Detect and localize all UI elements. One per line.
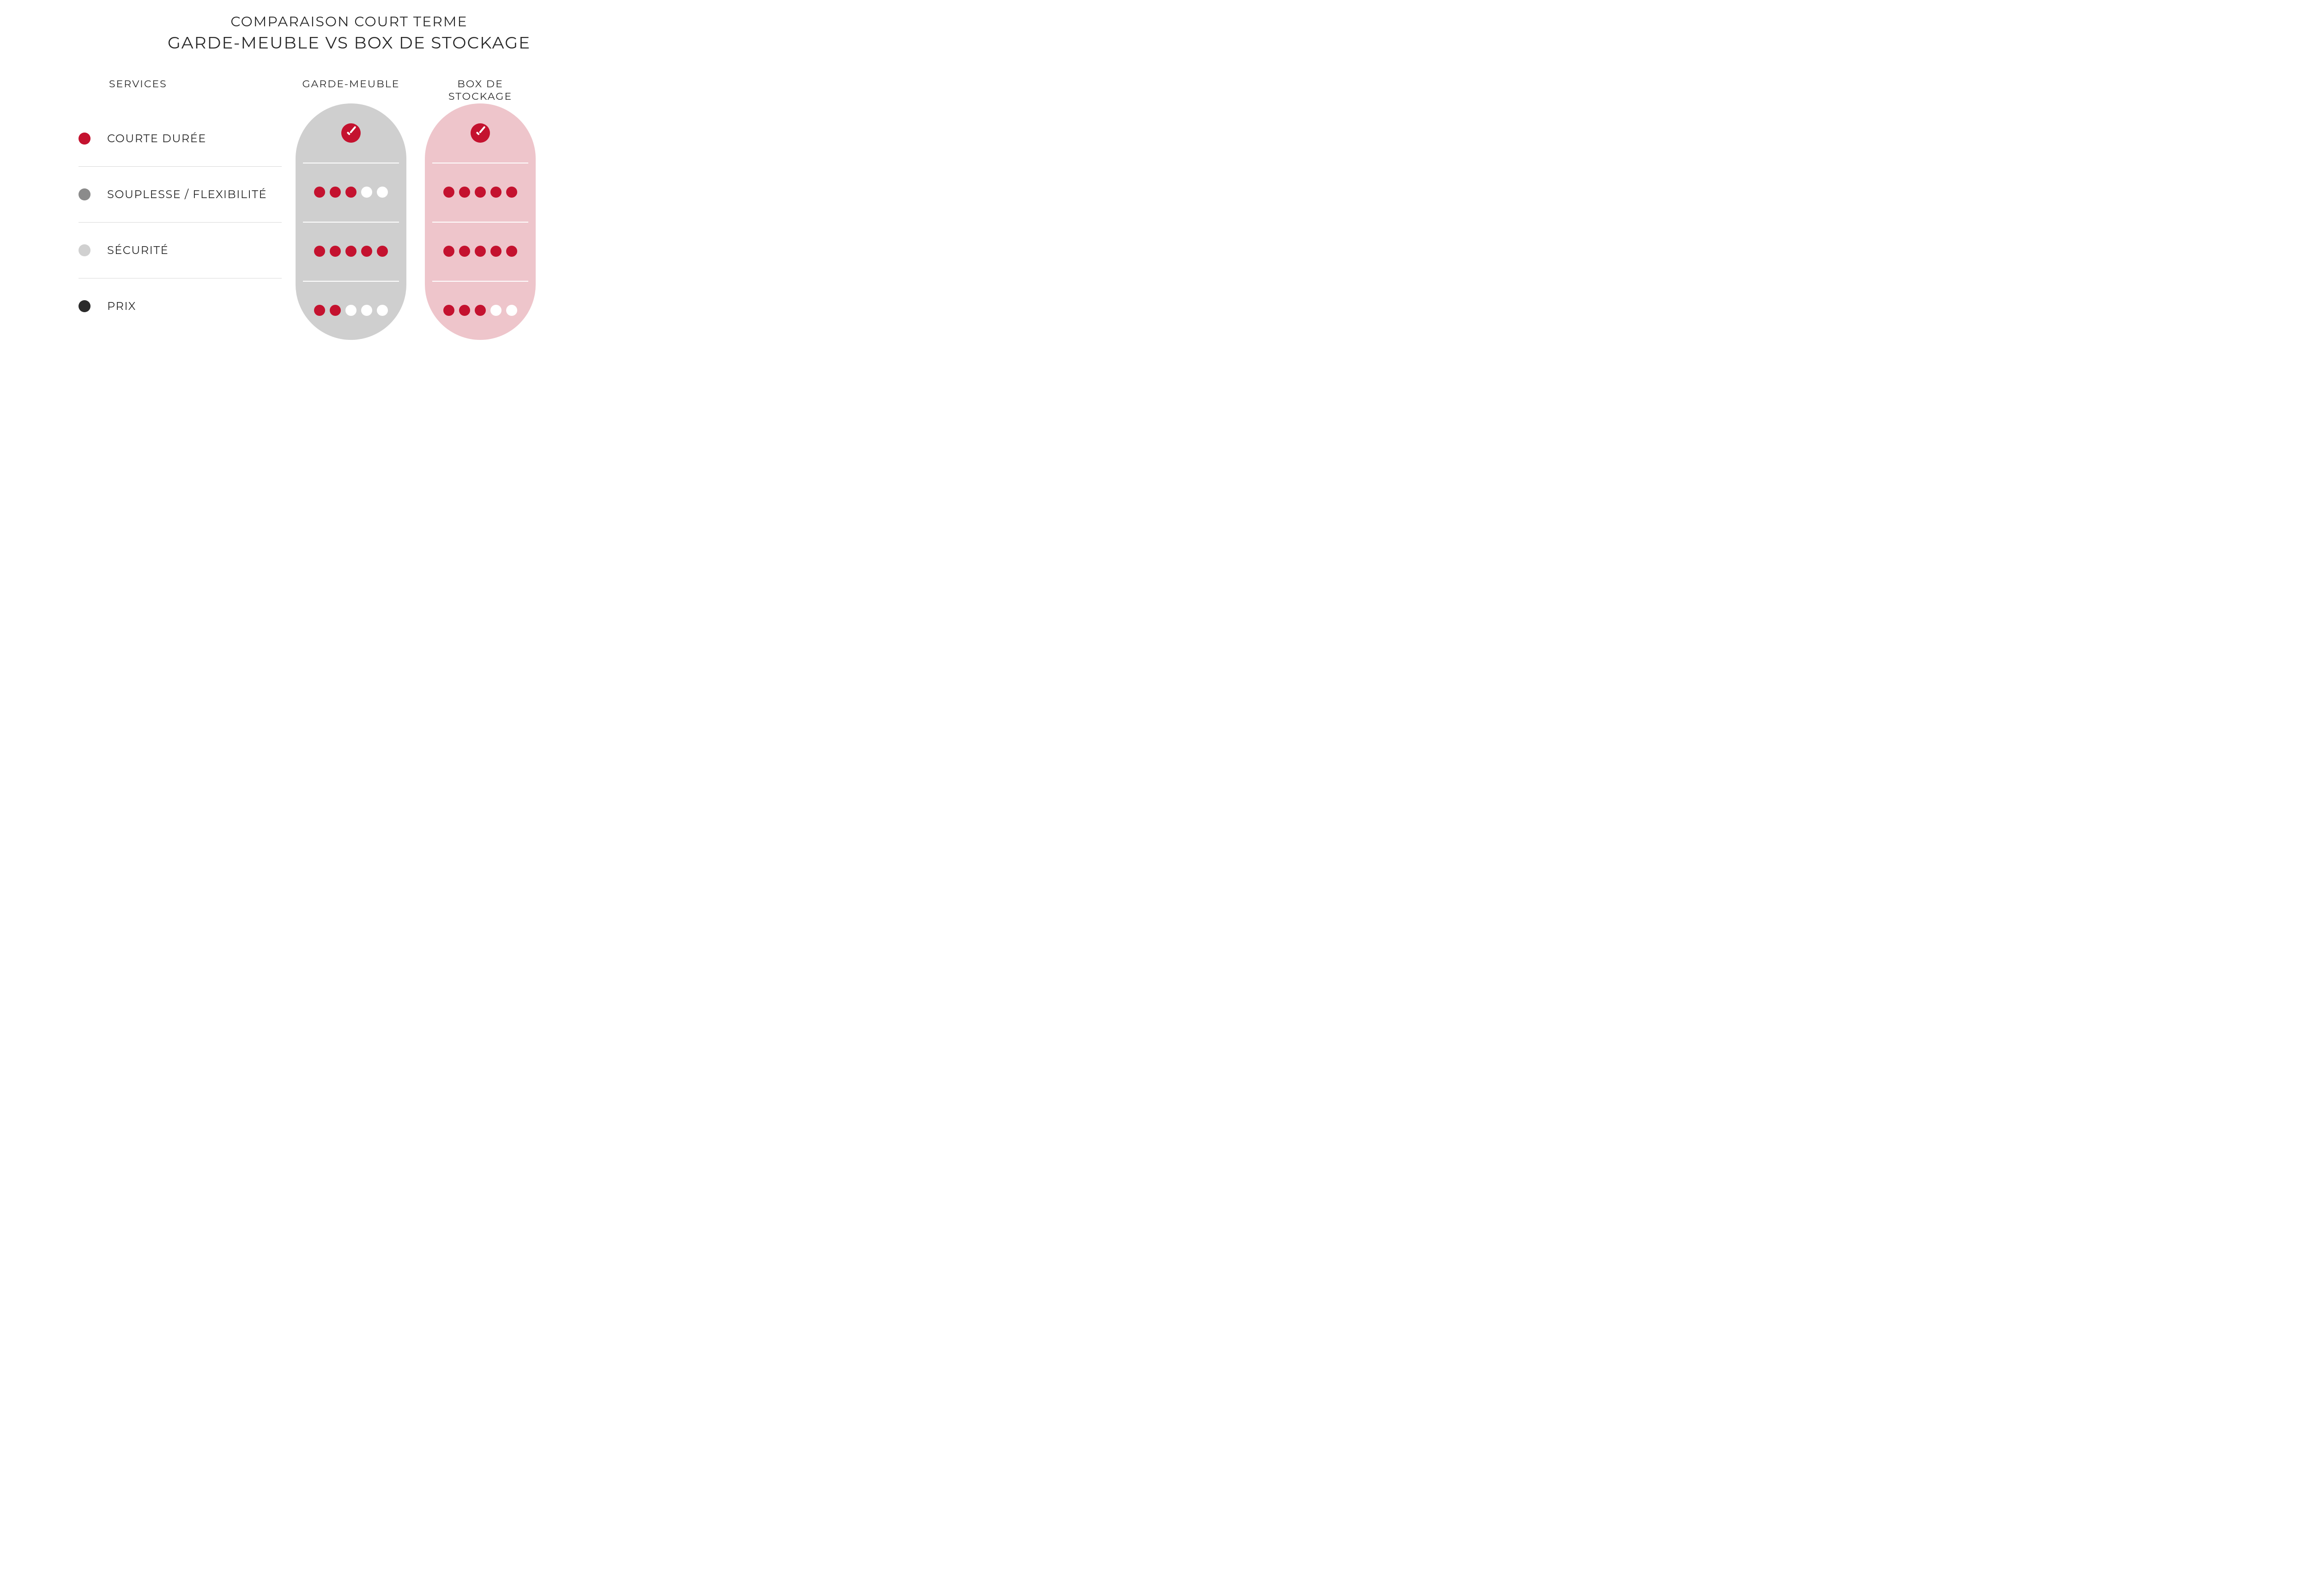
dot-empty-icon (361, 187, 372, 198)
pill-cell (425, 163, 536, 222)
col-header-box-stockage: BOX DE STOCKAGE (425, 78, 536, 103)
rating-dots (314, 187, 388, 198)
dot-filled-icon (345, 187, 357, 198)
dot-filled-icon (314, 305, 325, 316)
col-header-garde-meuble: GARDE-MEUBLE (296, 78, 406, 90)
bullet-icon (79, 244, 91, 256)
dot-filled-icon (314, 187, 325, 198)
pill-box-stockage (425, 103, 536, 340)
dot-filled-icon (443, 305, 454, 316)
title-line2: GARDE-MEUBLE VS BOX DE STOCKAGE (0, 33, 698, 53)
services-column: COURTE DURÉE SOUPLESSE / FLEXIBILITÉ SÉC… (79, 111, 282, 334)
pill-cell (296, 222, 406, 281)
dot-filled-icon (443, 246, 454, 257)
rating-dots (314, 305, 388, 316)
dot-filled-icon (475, 187, 486, 198)
service-row: COURTE DURÉE (79, 111, 282, 166)
dot-filled-icon (330, 187, 341, 198)
dot-empty-icon (377, 305, 388, 316)
bullet-icon (79, 188, 91, 200)
rating-dots (443, 246, 517, 257)
dot-filled-icon (377, 246, 388, 257)
dot-empty-icon (506, 305, 517, 316)
dot-filled-icon (443, 187, 454, 198)
check-icon (471, 123, 490, 143)
header: COMPARAISON COURT TERME GARDE-MEUBLE VS … (0, 13, 698, 53)
dot-filled-icon (330, 246, 341, 257)
dot-filled-icon (459, 305, 470, 316)
dot-filled-icon (506, 187, 517, 198)
service-row: SOUPLESSE / FLEXIBILITÉ (79, 166, 282, 222)
dot-empty-icon (361, 305, 372, 316)
dot-filled-icon (361, 246, 372, 257)
pill-cell (296, 103, 406, 163)
rating-dots (443, 187, 517, 198)
pill-cell (425, 222, 536, 281)
title-line1: COMPARAISON COURT TERME (0, 13, 698, 30)
service-row: PRIX (79, 278, 282, 334)
service-label: COURTE DURÉE (107, 132, 206, 145)
pill-cell (425, 103, 536, 163)
col-header-services: SERVICES (109, 78, 167, 90)
bullet-icon (79, 133, 91, 145)
pill-cell (296, 163, 406, 222)
dot-empty-icon (345, 305, 357, 316)
dot-empty-icon (490, 305, 502, 316)
dot-filled-icon (345, 246, 357, 257)
service-label: SOUPLESSE / FLEXIBILITÉ (107, 188, 267, 201)
dot-filled-icon (459, 187, 470, 198)
check-icon (341, 123, 361, 143)
dot-filled-icon (490, 246, 502, 257)
dot-filled-icon (475, 246, 486, 257)
dot-filled-icon (475, 305, 486, 316)
service-row: SÉCURITÉ (79, 222, 282, 278)
pill-cell (425, 281, 536, 340)
rating-dots (443, 305, 517, 316)
dot-filled-icon (506, 246, 517, 257)
dot-filled-icon (314, 246, 325, 257)
service-label: PRIX (107, 300, 136, 313)
dot-filled-icon (490, 187, 502, 198)
pill-garde-meuble (296, 103, 406, 340)
rating-dots (314, 246, 388, 257)
comparison-infographic: COMPARAISON COURT TERME GARDE-MEUBLE VS … (0, 0, 698, 349)
dot-filled-icon (459, 246, 470, 257)
service-label: SÉCURITÉ (107, 244, 169, 257)
dot-empty-icon (377, 187, 388, 198)
dot-filled-icon (330, 305, 341, 316)
bullet-icon (79, 300, 91, 312)
pill-cell (296, 281, 406, 340)
